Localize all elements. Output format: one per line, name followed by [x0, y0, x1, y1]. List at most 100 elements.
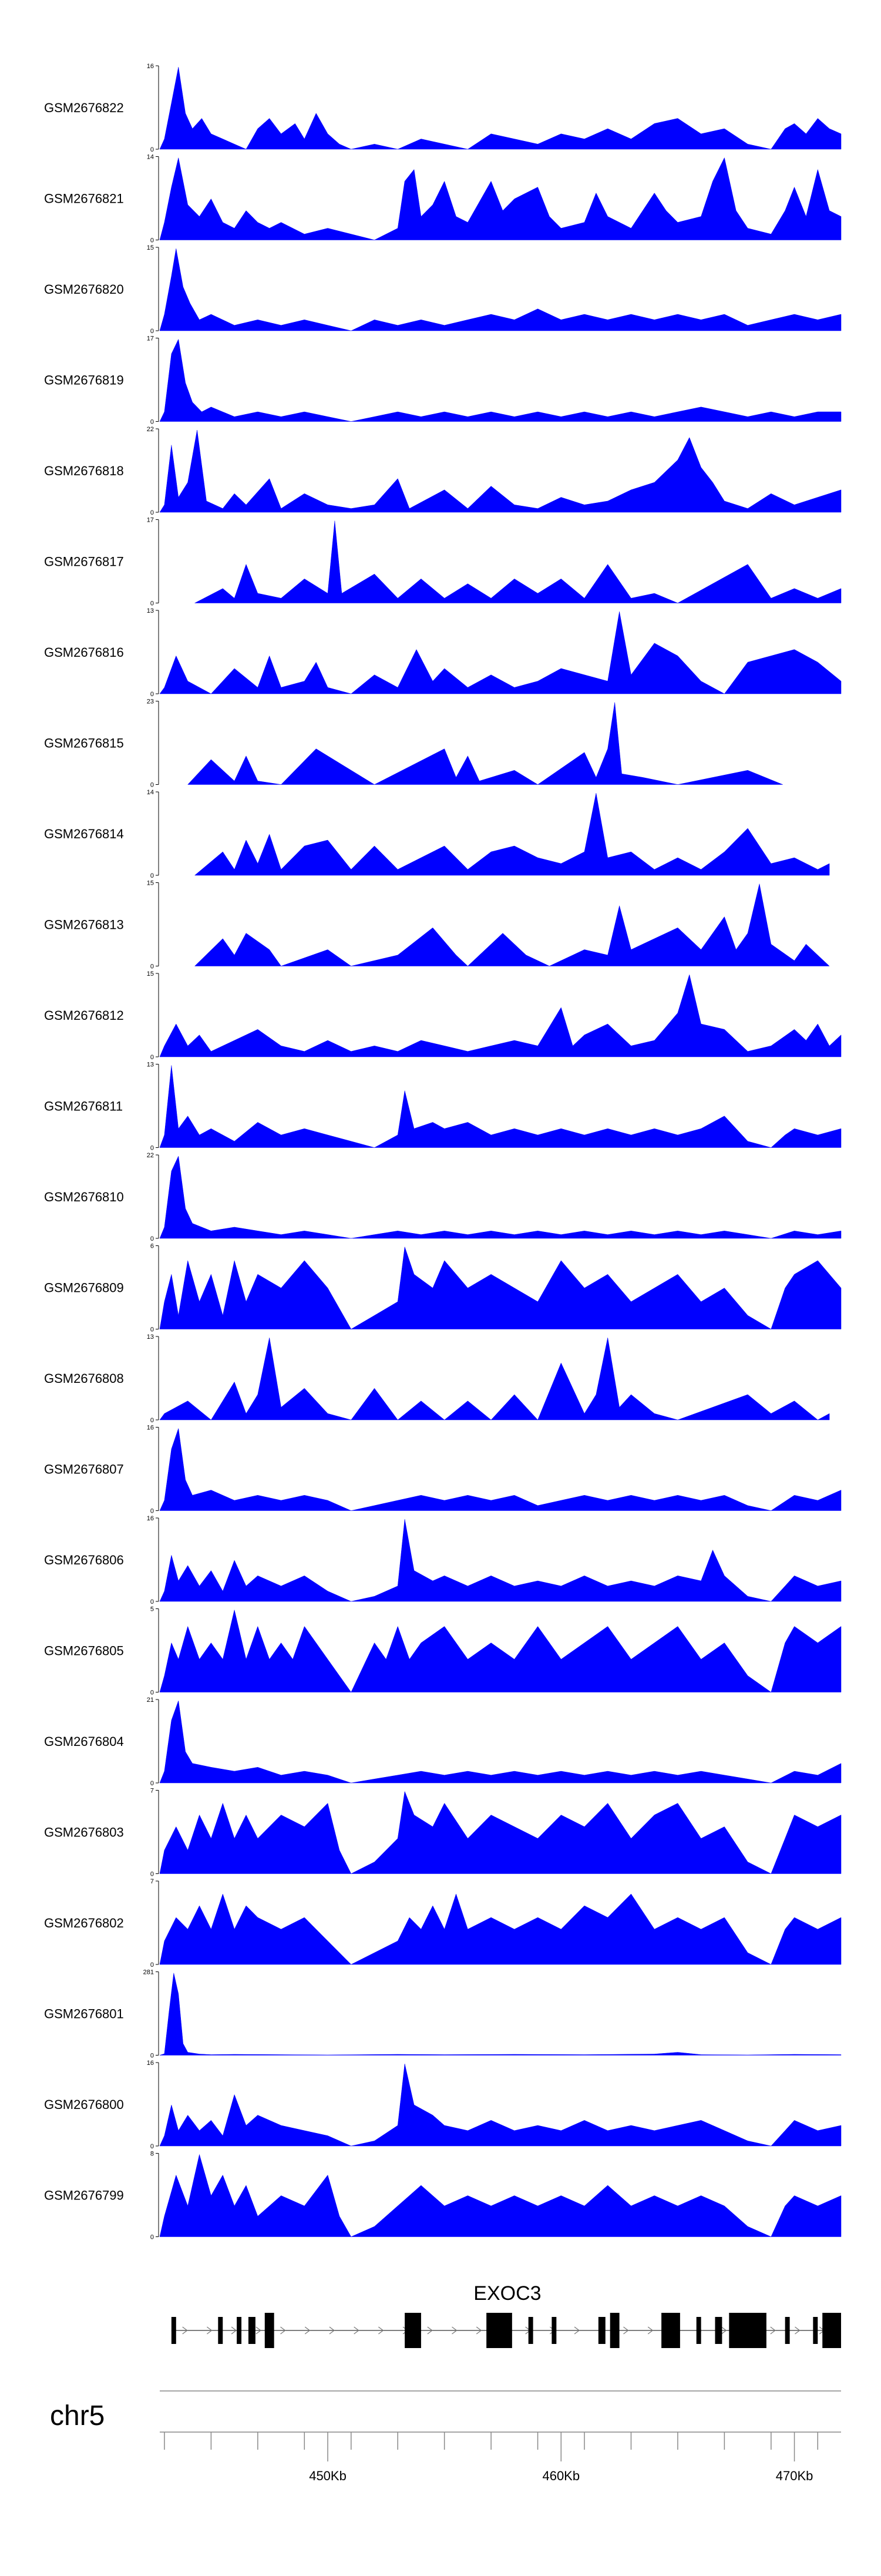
track-label-GSM2676822: GSM2676822 — [44, 100, 124, 115]
track-y-max-label: 15 — [147, 970, 154, 978]
track-y-min-label: 0 — [150, 2143, 154, 2150]
ruler-tick-label: 460Kb — [542, 2468, 580, 2483]
track-label-GSM2676811: GSM2676811 — [44, 1099, 123, 1114]
track-label-GSM2676804: GSM2676804 — [44, 1734, 124, 1749]
track-label-GSM2676817: GSM2676817 — [44, 555, 124, 569]
track-label-GSM2676815: GSM2676815 — [44, 736, 124, 751]
strand-arrow — [329, 2326, 335, 2335]
track-y-max-label: 17 — [147, 517, 154, 524]
track-label-GSM2676820: GSM2676820 — [44, 282, 124, 297]
track-label-GSM2676799: GSM2676799 — [44, 2188, 124, 2203]
coverage-area-GSM2676821 — [159, 157, 842, 240]
track-y-min-label: 0 — [150, 963, 154, 970]
track-y-max-label: 21 — [147, 1697, 154, 1704]
track-y-max-label: 16 — [147, 1515, 154, 1522]
strand-arrow — [574, 2326, 580, 2335]
gene-exon — [552, 2317, 557, 2344]
track-label-GSM2676809: GSM2676809 — [44, 1281, 124, 1295]
coverage-area-GSM2676817 — [194, 520, 842, 603]
coverage-area-GSM2676807 — [159, 1428, 842, 1511]
track-label-GSM2676812: GSM2676812 — [44, 1008, 124, 1023]
gene-exon — [696, 2317, 701, 2344]
track-y-min-label: 0 — [150, 691, 154, 698]
coverage-area-GSM2676820 — [159, 248, 842, 331]
track-y-min-label: 0 — [150, 1598, 154, 1606]
coverage-area-GSM2676805 — [159, 1610, 842, 1692]
gene-exon — [171, 2317, 176, 2344]
strand-arrow — [354, 2326, 359, 2335]
strand-arrow — [280, 2326, 286, 2335]
gene-exon — [813, 2317, 818, 2344]
track-y-min-label: 0 — [150, 146, 154, 153]
strand-arrow — [182, 2326, 188, 2335]
track-y-min-label: 0 — [150, 1235, 154, 1242]
track-y-min-label: 0 — [150, 2053, 154, 2060]
coverage-area-GSM2676803 — [159, 1791, 842, 1874]
track-y-max-label: 22 — [147, 426, 154, 433]
coverage-area-GSM2676815 — [187, 702, 783, 785]
track-label-GSM2676803: GSM2676803 — [44, 1825, 124, 1840]
track-y-min-label: 0 — [150, 1690, 154, 1697]
track-label-GSM2676806: GSM2676806 — [44, 1553, 124, 1567]
track-y-max-label: 22 — [147, 1152, 154, 1159]
track-y-min-label: 0 — [150, 1871, 154, 1878]
gene-exon — [785, 2317, 790, 2344]
track-y-min-label: 0 — [150, 1780, 154, 1787]
ruler-tick-label: 450Kb — [309, 2468, 347, 2483]
coverage-area-GSM2676813 — [194, 884, 830, 966]
track-y-max-label: 17 — [147, 335, 154, 342]
track-y-max-label: 8 — [150, 2151, 154, 2158]
strand-arrow — [476, 2326, 482, 2335]
track-y-min-label: 0 — [150, 1054, 154, 1061]
coverage-area-GSM2676808 — [159, 1337, 830, 1420]
track-label-GSM2676821: GSM2676821 — [44, 192, 124, 206]
coverage-area-GSM2676799 — [159, 2154, 842, 2237]
strand-arrow — [770, 2326, 776, 2335]
track-y-max-label: 7 — [150, 1788, 154, 1795]
track-y-max-label: 15 — [147, 880, 154, 887]
track-label-GSM2676802: GSM2676802 — [44, 1916, 124, 1930]
coverage-area-GSM2676801 — [159, 1973, 842, 2056]
strand-arrow — [721, 2326, 727, 2335]
gene-exon — [264, 2313, 274, 2348]
coverage-area-GSM2676800 — [159, 2063, 842, 2147]
strand-arrow — [378, 2326, 384, 2335]
track-y-max-label: 16 — [147, 2060, 154, 2067]
gene-exon — [610, 2313, 620, 2348]
coverage-area-GSM2676804 — [159, 1700, 842, 1784]
strand-arrow — [623, 2326, 629, 2335]
track-y-min-label: 0 — [150, 2234, 154, 2241]
track-label-GSM2676808: GSM2676808 — [44, 1371, 124, 1386]
track-y-max-label: 23 — [147, 698, 154, 706]
track-label-GSM2676818: GSM2676818 — [44, 464, 124, 478]
coverage-area-GSM2676822 — [159, 66, 842, 150]
track-label-GSM2676800: GSM2676800 — [44, 2097, 124, 2112]
track-y-min-label: 0 — [150, 782, 154, 789]
track-y-min-label: 0 — [150, 419, 154, 426]
strand-arrow — [255, 2326, 261, 2335]
coverage-area-GSM2676810 — [159, 1156, 842, 1239]
coverage-area-GSM2676811 — [159, 1065, 842, 1148]
track-y-min-label: 0 — [150, 328, 154, 335]
strand-arrow — [452, 2326, 458, 2335]
track-y-max-label: 14 — [147, 789, 154, 796]
gene-exon — [729, 2313, 766, 2348]
track-y-max-label: 6 — [150, 1243, 154, 1250]
track-y-max-label: 15 — [147, 244, 154, 251]
track-label-GSM2676801: GSM2676801 — [44, 2007, 124, 2021]
track-y-min-label: 0 — [150, 509, 154, 516]
track-y-min-label: 0 — [150, 1962, 154, 1969]
track-y-min-label: 0 — [150, 237, 154, 244]
track-label-GSM2676810: GSM2676810 — [44, 1190, 124, 1204]
track-y-max-label: 13 — [147, 607, 154, 614]
track-y-min-label: 0 — [150, 1417, 154, 1424]
track-y-max-label: 7 — [150, 1878, 154, 1885]
strand-arrow — [795, 2326, 801, 2335]
gene-label: EXOC3 — [473, 2282, 541, 2305]
coverage-area-GSM2676816 — [159, 611, 842, 694]
ruler-tick-label: 470Kb — [776, 2468, 813, 2483]
coverage-area-GSM2676806 — [159, 1519, 842, 1602]
track-y-min-label: 0 — [150, 1326, 154, 1334]
